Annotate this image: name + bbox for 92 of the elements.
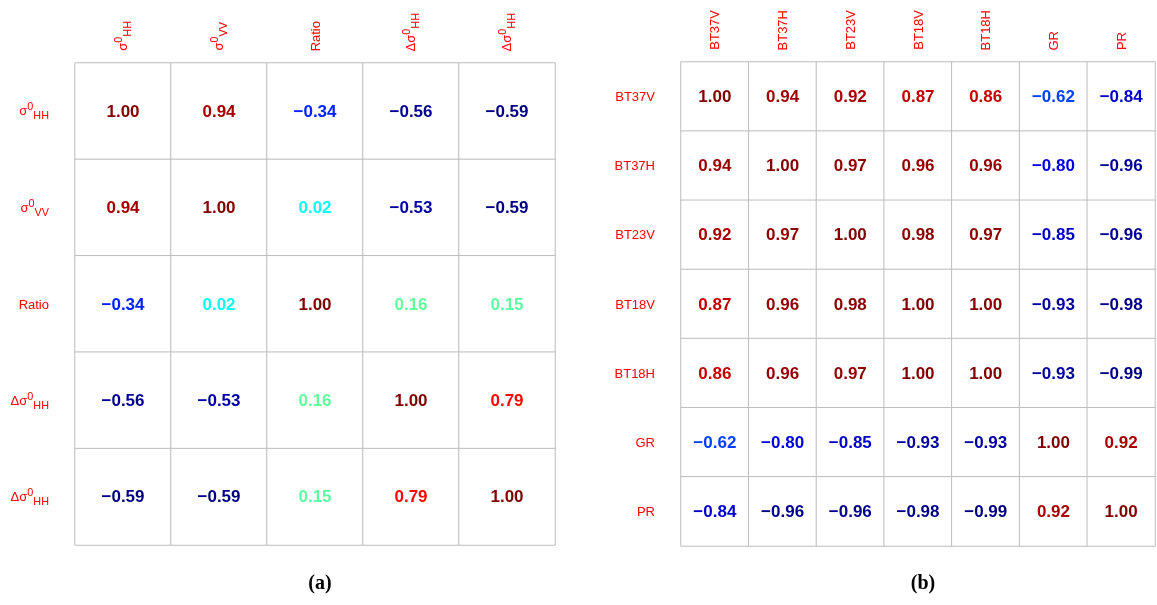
y-tick-label: BT37H [614,158,655,174]
data-label: −0.62 [1031,87,1075,107]
data-label: −0.99 [1099,363,1143,383]
data-label: 0.92 [833,87,867,107]
data-label: −0.85 [828,432,872,452]
data-label: −0.84 [1099,87,1144,107]
data-label: 0.96 [766,363,800,383]
data-label: 0.16 [394,294,428,314]
data-label: −0.34 [101,294,146,314]
data-label: −0.34 [293,101,338,121]
y-tick-label: BT23V [615,227,655,243]
y-tick-label: Ratio [18,296,49,312]
data-label: −0.59 [485,198,529,218]
data-label: −0.59 [101,487,145,507]
data-label: −0.85 [1031,225,1075,245]
data-label: −0.59 [197,487,241,507]
data-label: 0.98 [901,225,935,245]
y-tick-label: BT18V [615,296,655,312]
x-tick-label: GR [1045,30,1061,50]
data-label: 1.00 [298,294,332,314]
data-label: 0.94 [766,87,800,107]
data-label: 1.00 [1036,432,1070,452]
y-tick-label: BT18H [614,365,655,381]
data-label: 0.98 [833,294,867,314]
data-label: 1.00 [969,363,1003,383]
data-label: −0.93 [1031,294,1075,314]
data-label: −0.96 [761,501,805,521]
data-label: −0.98 [1099,294,1143,314]
x-tick-label: BT18H [978,9,994,50]
data-label: 0.96 [969,156,1003,176]
data-label: 0.87 [698,294,732,314]
data-label: 0.96 [901,156,935,176]
x-tick-label: BT23V [842,10,858,50]
data-label: 0.97 [833,363,867,383]
text: (b) [910,571,936,594]
data-label: 0.96 [766,294,800,314]
data-label: 0.97 [969,225,1003,245]
data-label: 0.79 [394,487,428,507]
data-label: 0.02 [202,294,236,314]
data-label: −0.80 [761,432,805,452]
data-label: 0.79 [490,390,524,410]
data-label: 1.00 [202,198,236,218]
data-label: 1.00 [394,390,428,410]
data-label: −0.59 [485,101,529,121]
data-label: −0.53 [197,390,241,410]
data-label: 0.86 [969,87,1003,107]
data-label: 0.94 [106,198,141,218]
data-label: −0.99 [964,501,1008,521]
data-label: 1.00 [969,294,1003,314]
x-tick-label: BT18V [910,10,926,50]
data-label: −0.98 [896,501,940,521]
data-label: 1.00 [833,225,867,245]
data-label: −0.62 [693,432,737,452]
text: (a) [308,571,332,594]
data-label: 1.00 [901,294,935,314]
data-label: −0.93 [964,432,1008,452]
data-label: −0.93 [1031,363,1075,383]
data-label: −0.96 [1099,225,1143,245]
data-label: 0.15 [298,487,332,507]
data-label: 1.00 [766,156,800,176]
data-label: −0.56 [389,101,433,121]
data-label: −0.96 [1099,156,1143,176]
data-label: −0.53 [389,198,433,218]
data-label: 0.97 [766,225,800,245]
data-label: 0.97 [833,156,867,176]
y-tick-label: GR [635,434,655,450]
data-label: 0.92 [1104,432,1138,452]
y-tick-label: BT37V [615,89,655,105]
data-label: 0.94 [202,101,237,121]
data-label: 1.00 [901,363,935,383]
data-label: 0.02 [298,198,332,218]
data-label: −0.84 [693,501,737,521]
data-label: 1.00 [698,87,732,107]
data-label: 0.94 [698,156,732,176]
data-label: 0.16 [298,390,332,410]
x-tick-label: BT37H [775,9,791,50]
x-tick-label: Ratio [307,20,323,51]
y-tick-label: PR [636,503,655,519]
data-label: 0.92 [1036,501,1070,521]
data-label: 1.00 [490,487,524,507]
data-label: −0.80 [1031,156,1075,176]
data-label: 0.15 [490,294,524,314]
data-label: 0.87 [901,87,935,107]
x-tick-label: PR [1113,31,1129,50]
data-label: −0.93 [896,432,940,452]
data-label: 1.00 [1104,501,1138,521]
x-tick-label: BT37V [707,10,723,50]
data-label: −0.56 [101,390,145,410]
data-label: 0.92 [698,225,732,245]
data-label: 1.00 [106,101,140,121]
data-label: 0.86 [698,363,732,383]
data-label: −0.96 [828,501,872,521]
